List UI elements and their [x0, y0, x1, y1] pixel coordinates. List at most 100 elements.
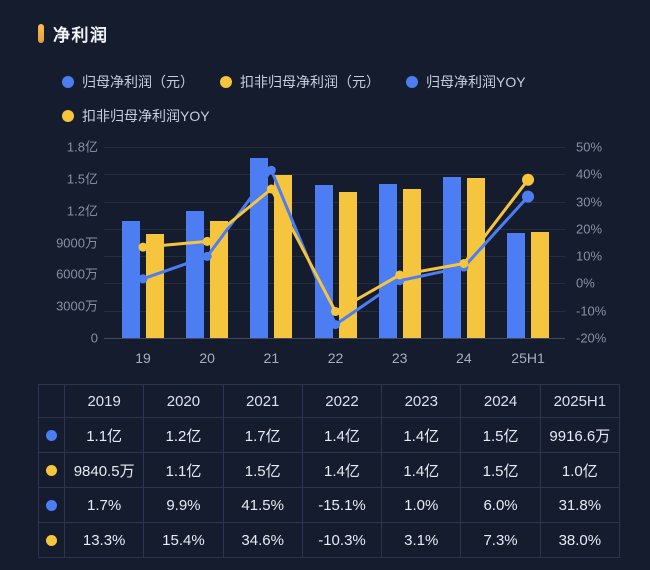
- chart-legend: 归母净利润（元） 扣非归母净利润（元） 归母净利润YOY 扣非归母净利润YOY: [62, 72, 622, 126]
- panel-header: 净利润: [38, 21, 109, 46]
- table-cell: 9916.6万: [539, 417, 621, 453]
- series-dot-icon: [46, 464, 57, 476]
- net-profit-chart: 50% 40% 30% 20% 10% 0% -10% -20% 1.8亿 1.5亿 1.2亿 900…: [0, 135, 650, 375]
- x-axis-tick-label: 25H1: [511, 350, 545, 366]
- yoy-point-yellow-25H1: [522, 173, 535, 186]
- legend-dot-icon: [220, 76, 232, 88]
- table-corner-cell: [38, 384, 65, 418]
- table-year-header: 2025H1: [539, 384, 621, 418]
- series-dot-icon: [46, 429, 57, 441]
- table-cell: 1.1亿: [63, 417, 145, 453]
- table-year-header: 2020: [143, 384, 224, 418]
- table-row: 1.7% 9.9% 41.5% -15.1% 1.0% 6.0% 31.8%: [38, 487, 621, 523]
- series-dot-cell: [38, 487, 65, 523]
- right-axis-tick-label: 10%: [576, 248, 603, 264]
- series-dot-cell: [38, 417, 65, 453]
- right-axis-tick-label: -20%: [576, 330, 607, 346]
- table-cell: 38.0%: [539, 522, 621, 558]
- table-cell: 1.4亿: [301, 417, 383, 453]
- table-cell: 15.4%: [143, 522, 224, 558]
- table-header-row: 2019 2020 2021 2022 2023 2024 2025H1: [38, 384, 621, 418]
- legend-item-label: 归母净利润YOY: [426, 74, 526, 90]
- table-cell: 6.0%: [460, 487, 541, 523]
- table-year-header: 2023: [381, 384, 462, 418]
- x-axis-tick-label: 22: [327, 350, 344, 366]
- gridline: [104, 147, 565, 148]
- series-dot-icon: [46, 534, 57, 546]
- right-axis-tick-label: 20%: [576, 221, 603, 237]
- gridline: [104, 310, 565, 312]
- legend-item-label: 归母净利润（元）: [82, 74, 194, 90]
- table-cell: 13.3%: [63, 522, 145, 558]
- bar-blue-19: [122, 221, 140, 338]
- table-cell: 1.5亿: [460, 452, 541, 488]
- legend-item-label: 扣非归母净利润YOY: [82, 108, 210, 124]
- right-axis-tick-label: 40%: [576, 166, 603, 182]
- table-row: 1.1亿 1.2亿 1.7亿 1.4亿 1.4亿 1.5亿 9916.6万: [38, 417, 621, 453]
- table-cell: 1.2亿: [143, 417, 224, 453]
- left-axis-tick-label: 1.8亿: [66, 139, 98, 155]
- table-cell: 31.8%: [539, 487, 621, 523]
- x-axis-tick-label: 20: [199, 350, 215, 366]
- right-axis-tick-label: 0%: [576, 275, 595, 291]
- bar-yellow-23: [402, 189, 421, 338]
- table-cell: 1.5亿: [460, 417, 541, 453]
- data-table-container: 2019 2020 2021 2022 2023 2024 2025H1 1.1亿 1.2亿 1.…: [38, 384, 621, 558]
- table-cell: 9840.5万: [63, 452, 145, 488]
- legend-item-label: 扣非归母净利润（元）: [240, 74, 380, 90]
- table-cell: 1.0亿: [539, 452, 621, 488]
- table-cell: 41.5%: [222, 487, 303, 523]
- right-axis-tick-label: -10%: [576, 303, 607, 319]
- legend-item-2[interactable]: 归母净利润YOY: [406, 72, 526, 92]
- legend-dot-icon: [62, 76, 74, 88]
- bar-blue-20: [186, 210, 205, 338]
- table-cell: 1.4亿: [381, 417, 462, 453]
- table-year-header: 2024: [460, 384, 541, 418]
- bar-yellow-19: [146, 233, 164, 338]
- right-axis-tick-label: 30%: [576, 194, 603, 210]
- right-axis-tick-label: 50%: [576, 139, 603, 155]
- bar-yellow-25H1: [531, 231, 550, 338]
- table-cell: 1.0%: [381, 487, 462, 523]
- table-row: 13.3% 15.4% 34.6% -10.3% 3.1% 7.3% 38.0%: [38, 522, 621, 558]
- gridline: [104, 338, 565, 339]
- table-row: 9840.5万 1.1亿 1.5亿 1.4亿 1.4亿 1.5亿 1.0亿: [38, 452, 621, 488]
- left-axis-tick-label: 6000万: [56, 266, 98, 282]
- gridline: [104, 174, 565, 176]
- table-cell: 1.4亿: [301, 452, 383, 488]
- bar-yellow-22: [338, 191, 357, 338]
- page-title: 净利润: [53, 26, 109, 45]
- legend-item-0[interactable]: 归母净利润（元）: [62, 72, 194, 92]
- legend-item-1[interactable]: 扣非归母净利润（元）: [220, 72, 380, 92]
- table-year-header: 2022: [301, 384, 383, 418]
- table-cell: 34.6%: [222, 522, 303, 558]
- table-cell: 9.9%: [143, 487, 224, 523]
- table-year-header: 2021: [222, 384, 303, 418]
- left-axis-tick-label: 1.2亿: [66, 203, 98, 219]
- table-cell: 7.3%: [460, 522, 541, 558]
- left-axis-tick-label: 1.5亿: [66, 171, 98, 187]
- table-cell: 3.1%: [381, 522, 462, 558]
- legend-dot-icon: [62, 110, 74, 122]
- legend-item-3[interactable]: 扣非归母净利润YOY: [62, 106, 210, 126]
- gridline: [104, 256, 565, 258]
- x-axis-tick-label: 24: [456, 350, 472, 366]
- table-cell: -10.3%: [301, 522, 383, 558]
- table-cell: 1.5亿: [222, 452, 303, 488]
- bar-blue-23: [378, 184, 397, 338]
- table-cell: 1.1亿: [143, 452, 224, 488]
- table-cell: 1.7亿: [222, 417, 303, 453]
- bar-blue-25H1: [507, 232, 526, 338]
- table-cell: 1.4亿: [381, 452, 462, 488]
- series-dot-cell: [38, 452, 65, 488]
- x-axis-tick-label: 19: [135, 350, 151, 366]
- bar-blue-22: [314, 185, 333, 338]
- bar-yellow-24: [466, 177, 485, 338]
- left-axis-tick-label: 9000万: [56, 235, 98, 250]
- series-dot-icon: [46, 499, 57, 511]
- x-axis-tick-label: 23: [391, 350, 408, 366]
- series-dot-cell: [38, 522, 65, 558]
- table-year-header: 2019: [63, 384, 145, 418]
- bar-blue-24: [442, 176, 461, 338]
